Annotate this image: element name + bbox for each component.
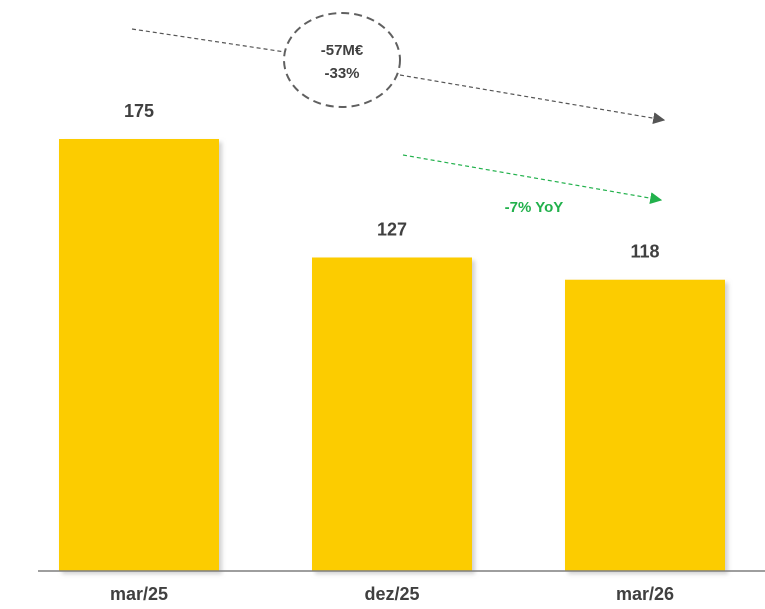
bars-group	[59, 139, 725, 571]
category-label-mar-26: mar/26	[616, 584, 674, 604]
yoy-change-arrow	[402, 154, 663, 205]
total-change-annotation: -57M€ -33%	[131, 12, 666, 125]
total-change-arrow	[399, 74, 666, 125]
yoy-change-annotation: -7% YoY	[402, 154, 663, 216]
category-labels: mar/25 dez/25 mar/26	[110, 584, 674, 604]
bar-value-label-dez-25: 127	[377, 219, 407, 239]
total-change-bubble	[283, 12, 401, 108]
total-change-arrow-left-segment	[131, 28, 286, 53]
total-change-amount: -57M€	[321, 42, 364, 59]
bar-value-labels: 175 127 118	[124, 101, 660, 262]
bar-mar-26	[565, 279, 725, 571]
total-change-percent: -33%	[324, 65, 359, 82]
bar-value-label-mar-25: 175	[124, 101, 154, 121]
bar-value-label-mar-26: 118	[630, 242, 659, 262]
category-label-mar-25: mar/25	[110, 584, 168, 604]
bar-dez-25	[312, 257, 472, 571]
bar-mar-25	[59, 139, 219, 571]
category-label-dez-25: dez/25	[364, 584, 419, 604]
yoy-change-label: -7% YoY	[505, 199, 564, 216]
